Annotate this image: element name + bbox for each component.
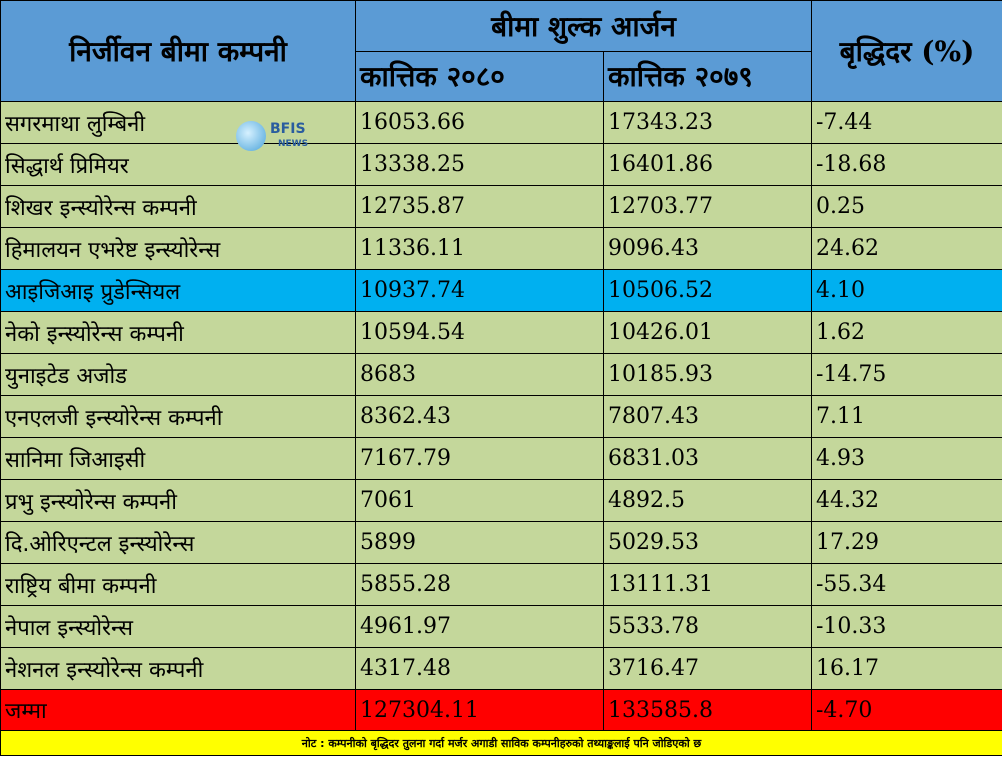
value-2079-cell: 5029.53 — [603, 521, 812, 564]
table-row: सगरमाथा लुम्बिनी 16053.66 17343.23 -7.44 — [0, 101, 1002, 144]
header-row-2: कात्तिक २०८० कात्तिक २०७९ — [1, 50, 1002, 102]
company-name-cell: युनाइटेड अजोड — [0, 353, 356, 396]
value-2080-cell: 5899 — [355, 521, 604, 564]
growth-cell: -18.68 — [811, 143, 1002, 186]
company-name-cell: सानिमा जिआइसी — [0, 437, 356, 480]
total-row: जम्मा 127304.11 133585.8 -4.70 — [0, 689, 1002, 731]
value-2080-cell: 7167.79 — [355, 437, 604, 480]
value-2079-cell: 9096.43 — [603, 227, 812, 270]
value-2080-cell: 16053.66 — [355, 101, 604, 144]
table-body: सगरमाथा लुम्बिनी 16053.66 17343.23 -7.44 सिद… — [0, 101, 1002, 690]
growth-cell: 24.62 — [811, 227, 1002, 270]
growth-cell: 7.11 — [811, 395, 1002, 438]
growth-cell: 4.93 — [811, 437, 1002, 480]
table-row: प्रभु इन्स्योरेन्स कम्पनी 7061 4892.5 44.32 — [0, 479, 1002, 522]
total-growth: -4.70 — [811, 689, 1002, 731]
header-row-1: निर्जीवन बीमा कम्पनी बीमा शुल्क आर्जन बृ… — [0, 0, 1002, 102]
table-row: आइजिआइ प्रुडेन्सियल 10937.74 10506.52 4.10 — [0, 269, 1002, 312]
total-2080: 127304.11 — [355, 689, 604, 731]
table-row: नेशनल इन्स्योरेन्स कम्पनी 4317.48 3716.47 1… — [0, 647, 1002, 690]
premium-group-header: बीमा शुल्क आर्जन — [355, 0, 812, 52]
company-name-cell: एनएलजी इन्स्योरेन्स कम्पनी — [0, 395, 356, 438]
table-row: एनएलजी इन्स्योरेन्स कम्पनी 8362.43 7807.43… — [0, 395, 1002, 438]
company-name-cell: शिखर इन्स्योरेन्स कम्पनी — [0, 185, 356, 228]
total-2079: 133585.8 — [603, 689, 812, 731]
company-name-cell: आइजिआइ प्रुडेन्सियल — [0, 269, 356, 312]
growth-cell: -55.34 — [811, 563, 1002, 606]
company-name-cell: राष्ट्रिय बीमा कम्पनी — [0, 563, 356, 606]
col-2079-header: कात्तिक २०७९ — [603, 50, 812, 102]
growth-cell: 0.25 — [811, 185, 1002, 228]
table-row: सिद्धार्थ प्रिमियर 13338.25 16401.86 -18.68 — [0, 143, 1002, 186]
footnote: नोट : कम्पनीको बृद्धिदर तुलना गर्दा मर्ज… — [0, 730, 1002, 756]
value-2080-cell: 4317.48 — [355, 647, 604, 690]
value-2079-cell: 13111.31 — [603, 563, 812, 606]
value-2079-cell: 16401.86 — [603, 143, 812, 186]
note-row: नोट : कम्पनीको बृद्धिदर तुलना गर्दा मर्ज… — [0, 730, 1002, 756]
company-name-cell: नेको इन्स्योरेन्स कम्पनी — [0, 311, 356, 354]
value-2079-cell: 10185.93 — [603, 353, 812, 396]
value-2080-cell: 8683 — [355, 353, 604, 396]
growth-cell: -14.75 — [811, 353, 1002, 396]
value-2080-cell: 11336.11 — [355, 227, 604, 270]
value-2079-cell: 4892.5 — [603, 479, 812, 522]
company-name-cell: नेपाल इन्स्योरेन्स — [0, 605, 356, 648]
growth-cell: 1.62 — [811, 311, 1002, 354]
table-row: शिखर इन्स्योरेन्स कम्पनी 12735.87 12703.77… — [0, 185, 1002, 228]
value-2080-cell: 8362.43 — [355, 395, 604, 438]
company-name-cell: नेशनल इन्स्योरेन्स कम्पनी — [0, 647, 356, 690]
company-name-cell: प्रभु इन्स्योरेन्स कम्पनी — [0, 479, 356, 522]
value-2079-cell: 5533.78 — [603, 605, 812, 648]
value-2080-cell: 10594.54 — [355, 311, 604, 354]
growth-cell: 44.32 — [811, 479, 1002, 522]
value-2079-cell: 12703.77 — [603, 185, 812, 228]
value-2079-cell: 10426.01 — [603, 311, 812, 354]
table-row: राष्ट्रिय बीमा कम्पनी 5855.28 13111.31 -55.… — [0, 563, 1002, 606]
growth-cell: 17.29 — [811, 521, 1002, 564]
value-2079-cell: 17343.23 — [603, 101, 812, 144]
value-2079-cell: 3716.47 — [603, 647, 812, 690]
value-2080-cell: 4961.97 — [355, 605, 604, 648]
value-2079-cell: 6831.03 — [603, 437, 812, 480]
company-name-cell: हिमालयन एभरेष्ट इन्स्योरेन्स — [0, 227, 356, 270]
total-label: जम्मा — [0, 689, 356, 731]
value-2080-cell: 12735.87 — [355, 185, 604, 228]
logo-brand: BFIS — [270, 121, 306, 137]
growth-cell: 4.10 — [811, 269, 1002, 312]
growth-cell: -10.33 — [811, 605, 1002, 648]
growth-column-header: बृद्धिदर (%) — [811, 0, 1002, 102]
growth-cell: 16.17 — [811, 647, 1002, 690]
value-2080-cell: 10937.74 — [355, 269, 604, 312]
value-2080-cell: 5855.28 — [355, 563, 604, 606]
col-2080-header: कात्तिक २०८० — [355, 50, 604, 102]
value-2079-cell: 10506.52 — [603, 269, 812, 312]
bfis-news-logo: BFIS NEWS — [236, 115, 316, 159]
table-row: युनाइटेड अजोड 8683 10185.93 -14.75 — [0, 353, 1002, 396]
table-row: नेको इन्स्योरेन्स कम्पनी 10594.54 10426.01… — [0, 311, 1002, 354]
table-row: दि.ओरिएन्टल इन्स्योरेन्स 5899 5029.53 17.29 — [0, 521, 1002, 564]
logo-tagline: NEWS — [278, 139, 309, 149]
logo-globe-icon — [236, 121, 266, 151]
value-2079-cell: 7807.43 — [603, 395, 812, 438]
value-2080-cell: 7061 — [355, 479, 604, 522]
table-row: नेपाल इन्स्योरेन्स 4961.97 5533.78 -10.33 — [0, 605, 1002, 648]
company-column-header: निर्जीवन बीमा कम्पनी — [0, 0, 356, 102]
table-row: सानिमा जिआइसी 7167.79 6831.03 4.93 — [0, 437, 1002, 480]
company-name-cell: दि.ओरिएन्टल इन्स्योरेन्स — [0, 521, 356, 564]
company-name-cell: सिद्धार्थ प्रिमियर — [0, 143, 356, 186]
table-row: हिमालयन एभरेष्ट इन्स्योरेन्स 11336.11 9096… — [0, 227, 1002, 270]
growth-cell: -7.44 — [811, 101, 1002, 144]
value-2080-cell: 13338.25 — [355, 143, 604, 186]
